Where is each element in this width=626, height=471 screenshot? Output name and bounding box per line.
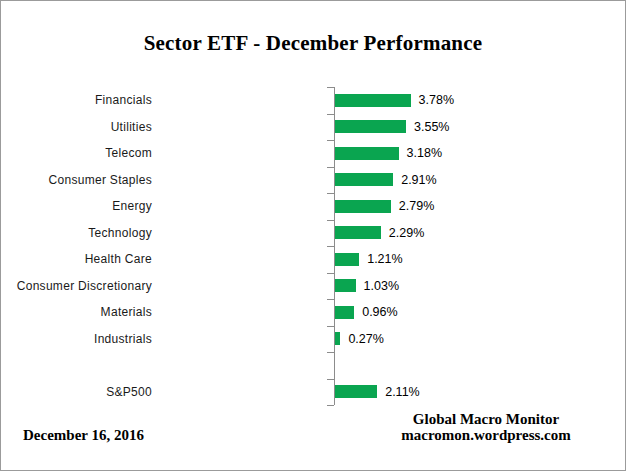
bar-group: 3.78% [335, 93, 454, 107]
value-label: 3.18% [407, 146, 442, 160]
bar-health-care [335, 253, 359, 266]
category-label: Materials [101, 305, 152, 319]
bar-consumer-discretionary [335, 279, 356, 292]
chart-row-consumer-discretionary: Consumer Discretionary 1.03% [1, 273, 625, 300]
bar-group: 2.91% [335, 173, 437, 187]
bar-technology [335, 226, 381, 239]
bar-group: 2.11% [335, 385, 420, 399]
value-label: 1.03% [364, 279, 399, 293]
category-label: Consumer Discretionary [17, 279, 152, 293]
chart-row-financials: Financials 3.78% [1, 87, 625, 114]
chart-row-utilities: Utilities 3.55% [1, 114, 625, 141]
category-label: Energy [112, 199, 152, 213]
chart-row-technology: Technology 2.29% [1, 220, 625, 247]
value-label: 3.78% [419, 93, 454, 107]
bar-rows: Financials 3.78% Utilities 3.55% Telecom… [1, 87, 625, 405]
credit-block: Global Macro Monitor macromon.wordpress.… [371, 411, 601, 443]
value-label: 2.29% [389, 226, 424, 240]
category-label: Financials [95, 93, 152, 107]
bar-group: 0.96% [335, 305, 398, 319]
category-label: Health Care [85, 252, 152, 266]
bar-group: 2.29% [335, 226, 424, 240]
value-label: 0.96% [362, 305, 397, 319]
credit-source: Global Macro Monitor [371, 411, 601, 427]
chart-row-materials: Materials 0.96% [1, 299, 625, 326]
bar-group: 0.27% [335, 332, 384, 346]
bar-industrials [335, 332, 340, 345]
spacer-row [1, 352, 625, 379]
chart-row-consumer-staples: Consumer Staples 2.91% [1, 167, 625, 194]
category-label: Technology [88, 226, 152, 240]
chart-row-telecom: Telecom 3.18% [1, 140, 625, 167]
category-label: Industrials [94, 332, 152, 346]
category-label: Utilities [111, 120, 152, 134]
value-label: 0.27% [348, 332, 383, 346]
chart-row-health-care: Health Care 1.21% [1, 246, 625, 273]
chart-row-industrials: Industrials 0.27% [1, 326, 625, 353]
bar-group: 1.03% [335, 279, 399, 293]
bar-group: 3.18% [335, 146, 442, 160]
bar-group: 2.79% [335, 199, 434, 213]
bar-consumer-staples [335, 173, 393, 186]
bar-financials [335, 94, 411, 107]
bar-energy [335, 200, 391, 213]
bar-group: 1.21% [335, 252, 403, 266]
bar-materials [335, 306, 354, 319]
category-label: Telecom [105, 146, 152, 160]
bar-group: 3.55% [335, 120, 449, 134]
chart-title: Sector ETF - December Performance [1, 31, 625, 56]
bar-telecom [335, 147, 399, 160]
chart-canvas: Sector ETF - December Performance Financ… [0, 0, 626, 471]
chart-row-sp500: S&P500 2.11% [1, 379, 625, 406]
category-label: S&P500 [106, 385, 152, 399]
bar-utilities [335, 120, 406, 133]
value-label: 2.11% [385, 385, 420, 399]
value-label: 1.21% [367, 252, 402, 266]
chart-row-energy: Energy 2.79% [1, 193, 625, 220]
axis-tick [327, 405, 334, 406]
value-label: 2.91% [401, 173, 436, 187]
credit-url: macromon.wordpress.com [371, 427, 601, 443]
value-label: 2.79% [399, 199, 434, 213]
footer-date: December 16, 2016 [23, 427, 144, 444]
value-label: 3.55% [414, 120, 449, 134]
category-label: Consumer Staples [48, 173, 152, 187]
bar-sp500 [335, 385, 377, 398]
